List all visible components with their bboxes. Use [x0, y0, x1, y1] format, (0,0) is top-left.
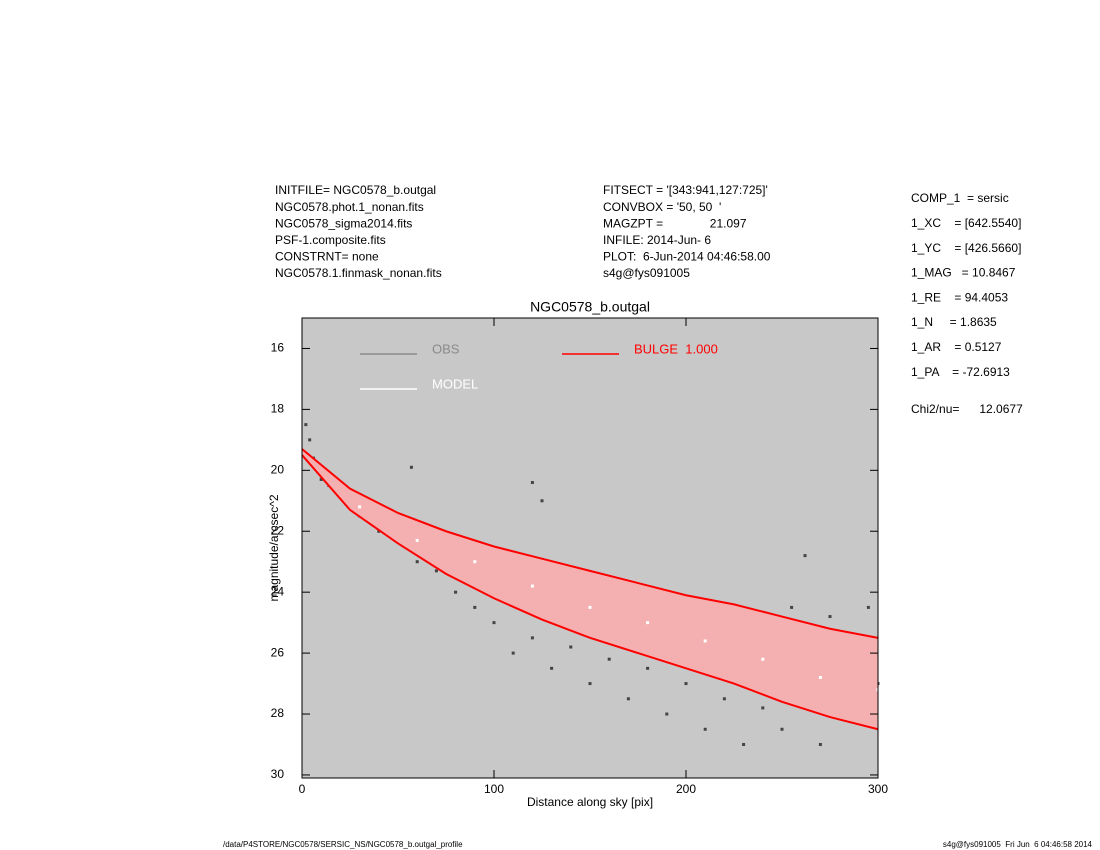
plot-frame — [301, 317, 879, 779]
point — [454, 590, 458, 594]
point — [646, 621, 650, 625]
point — [684, 682, 688, 686]
y-tick-label: 28 — [271, 706, 285, 720]
point — [626, 697, 630, 701]
header-right-line: 1_AR = 0.5127 — [911, 340, 1002, 354]
point — [866, 605, 870, 609]
point — [473, 560, 477, 564]
header-right-line: 1_N = 1.8635 — [911, 315, 997, 329]
y-tick-label: 30 — [271, 767, 285, 781]
point — [492, 621, 496, 625]
point — [607, 657, 611, 661]
x-axis-label: Distance along sky [pix] — [527, 795, 653, 809]
point — [358, 505, 362, 509]
chart-title: NGC0578_b.outgal — [530, 299, 650, 315]
point — [540, 499, 544, 503]
legend-label: MODEL — [432, 376, 478, 391]
point — [434, 569, 438, 573]
point — [703, 639, 707, 643]
point — [530, 636, 534, 640]
header-middle-line: PLOT: 6-Jun-2014 04:46:58.00 — [603, 250, 771, 264]
legend-label: OBS — [432, 341, 460, 356]
point — [415, 560, 419, 564]
header-left-line: INITFILE= NGC0578_b.outgal — [275, 183, 436, 197]
point — [550, 666, 554, 670]
y-tick-label: 16 — [271, 341, 285, 355]
header-right-line: COMP_1 = sersic — [911, 191, 1009, 205]
chi2: Chi2/nu= 12.0677 — [911, 402, 1023, 416]
header-left-line: PSF-1.composite.fits — [275, 233, 386, 247]
header-middle-line: INFILE: 2014-Jun- 6 — [603, 233, 711, 247]
header-middle-line: FITSECT = '[343:941,127:725]' — [603, 183, 768, 197]
footer-left: /data/P4STORE/NGC0578/SERSIC_NS/NGC0578_… — [223, 840, 463, 849]
point — [790, 605, 794, 609]
header-right-line: 1_MAG = 10.8467 — [911, 266, 1016, 280]
point — [409, 465, 413, 469]
point — [511, 651, 515, 655]
point — [803, 554, 807, 558]
point — [703, 727, 707, 731]
model-band — [302, 448, 878, 730]
point — [761, 657, 765, 661]
point — [530, 584, 534, 588]
point — [818, 742, 822, 746]
header-left-line: CONSTRNT= none — [275, 250, 379, 264]
legend-label: BULGE 1.000 — [634, 341, 718, 356]
band-edge-faint — [301, 454, 879, 731]
header-middle-line: CONVBOX = '50, 50 ' — [603, 200, 721, 214]
header-left-line: NGC0578.1.finmask_nonan.fits — [275, 266, 442, 280]
point — [761, 706, 765, 710]
y-tick-label: 22 — [271, 523, 285, 537]
point — [722, 697, 726, 701]
x-tick-label: 100 — [484, 782, 504, 796]
header-right-line: 1_YC = [426.5660] — [911, 241, 1021, 255]
point — [828, 615, 832, 619]
point — [319, 477, 323, 481]
point — [742, 742, 746, 746]
point — [530, 481, 534, 485]
x-tick-label: 300 — [868, 782, 888, 796]
point — [304, 423, 308, 427]
point — [665, 712, 669, 716]
header-middle-line: s4g@fys091005 — [603, 266, 690, 280]
footer-right: s4g@fys091005 Fri Jun 6 04:46:58 2014 — [943, 840, 1093, 849]
point — [588, 682, 592, 686]
point — [588, 605, 592, 609]
y-axis-label: magnitude/arcsec^2 — [267, 494, 281, 601]
x-tick-label: 200 — [676, 782, 696, 796]
y-tick-label: 26 — [271, 645, 285, 659]
header-middle-line: MAGZPT = 21.097 — [603, 216, 747, 230]
point — [308, 438, 312, 442]
x-tick-label: 0 — [299, 782, 306, 796]
point — [818, 675, 822, 679]
plot-area — [302, 318, 878, 778]
point — [780, 727, 784, 731]
header-right-line: 1_PA = -72.6913 — [911, 365, 1010, 379]
header-left-line: NGC0578_sigma2014.fits — [275, 216, 412, 230]
point — [569, 645, 573, 649]
point — [646, 666, 650, 670]
y-tick-label: 24 — [271, 584, 285, 598]
y-tick-label: 20 — [271, 462, 285, 476]
header-right-line: 1_RE = 94.4053 — [911, 290, 1008, 304]
point — [473, 605, 477, 609]
header-right-line: 1_XC = [642.5540] — [911, 216, 1021, 230]
point — [415, 538, 419, 542]
header-left-line: NGC0578.phot.1_nonan.fits — [275, 200, 424, 214]
y-tick-label: 18 — [271, 402, 285, 416]
band-edge-bright — [301, 448, 879, 639]
